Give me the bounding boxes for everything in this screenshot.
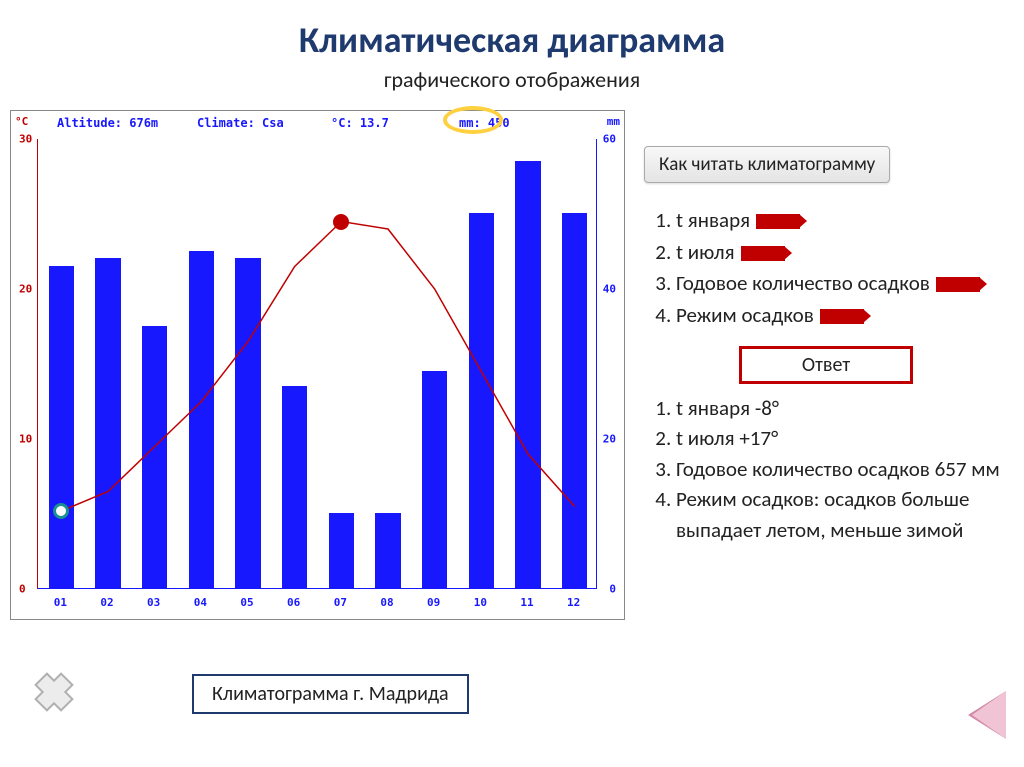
right-axis-unit: mm (607, 115, 620, 128)
highlight-circle (443, 106, 503, 134)
red-tag-icon (820, 309, 864, 324)
howto-button[interactable]: Как читать климатограмму (644, 146, 890, 183)
ytick-right: 40 (603, 283, 616, 296)
xtick: 07 (334, 596, 347, 609)
ytick-right: 0 (609, 583, 616, 596)
temp-line (61, 222, 574, 512)
legend-item: Годовое количество осадков (676, 268, 1016, 300)
xtick: 11 (520, 596, 533, 609)
nav-back-button[interactable] (968, 691, 1006, 739)
xtick: 08 (380, 596, 393, 609)
ytick-left: 20 (19, 283, 32, 296)
xtick: 10 (474, 596, 487, 609)
subtitle-fragment: графического отображения (0, 66, 1024, 93)
red-tag-icon (741, 246, 785, 261)
ytick-right: 60 (603, 133, 616, 146)
january-temp-marker (53, 503, 69, 519)
answer-list: t января -8° t июля +17° Годовое количес… (646, 393, 1016, 545)
xtick: 04 (194, 596, 207, 609)
chart-caption: Климатограмма г. Мадрида (192, 674, 469, 714)
answer-item: t января -8° (676, 393, 1016, 423)
red-tag-icon (936, 277, 980, 292)
legend-list: t января t июля Годовое количество осадк… (646, 205, 1016, 331)
answer-item: t июля +17° (676, 423, 1016, 453)
climate-chart: °C mm Altitude: 676m Climate: Csa °C: 13… (10, 110, 625, 620)
xtick: 06 (287, 596, 300, 609)
page-title: Климатическая диаграмма (0, 0, 1024, 62)
legend-item: Режим осадков (676, 300, 1016, 332)
ytick-left: 0 (19, 583, 26, 596)
left-axis-unit: °C (15, 115, 28, 128)
answer-button[interactable]: Ответ (739, 346, 913, 384)
answer-item: Режим осадков: осадков больше выпадает л… (676, 484, 1016, 545)
ytick-right: 20 (603, 433, 616, 446)
plot-area (37, 139, 597, 589)
chart-climate: Climate: Csa (197, 116, 284, 130)
xtick: 01 (54, 596, 67, 609)
xtick: 12 (567, 596, 580, 609)
legend-item: t января (676, 205, 1016, 237)
right-panel: Как читать климатограмму t января t июля… (636, 90, 1016, 545)
july-temp-marker (333, 214, 349, 230)
ytick-left: 30 (19, 133, 32, 146)
chart-altitude: Altitude: 676m (57, 116, 158, 130)
xtick: 09 (427, 596, 440, 609)
ytick-left: 10 (19, 433, 32, 446)
xtick: 03 (147, 596, 160, 609)
xtick: 02 (100, 596, 113, 609)
xtick: 05 (240, 596, 253, 609)
red-tag-icon (756, 214, 800, 229)
close-icon[interactable] (28, 666, 80, 718)
chart-temp-avg: °C: 13.7 (331, 116, 389, 130)
answer-item: Годовое количество осадков 657 мм (676, 454, 1016, 484)
legend-item: t июля (676, 237, 1016, 269)
